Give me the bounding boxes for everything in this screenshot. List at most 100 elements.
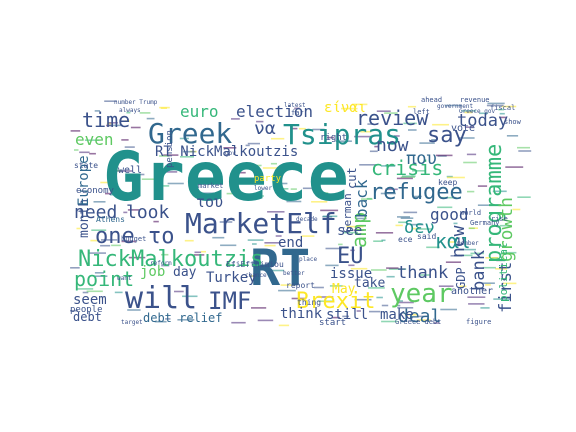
tiny-word-mark (373, 240, 383, 242)
tiny-word-mark (247, 239, 264, 241)
tiny-word-mark (359, 164, 377, 166)
cloud-word: rise (491, 215, 508, 223)
tiny-word-mark (367, 123, 374, 125)
tiny-word-mark (74, 149, 79, 151)
tiny-word-mark (346, 225, 364, 228)
tiny-word-mark (487, 102, 505, 105)
tiny-word-mark (381, 304, 389, 307)
tiny-word-mark (128, 256, 146, 259)
tiny-word-mark (512, 208, 521, 211)
tiny-word-mark (480, 307, 490, 309)
cloud-word: thank (397, 263, 448, 283)
tiny-word-mark (440, 308, 457, 311)
cloud-word: Tsipras (283, 118, 401, 151)
tiny-word-mark (482, 266, 496, 269)
tiny-word-mark (163, 185, 170, 187)
tiny-word-mark (163, 154, 179, 156)
tiny-word-mark (290, 188, 297, 190)
tiny-word-mark (160, 107, 167, 109)
tiny-word-mark (184, 239, 194, 242)
tiny-word-mark (348, 264, 355, 267)
tiny-word-mark (252, 243, 257, 245)
tiny-word-mark (477, 185, 488, 187)
cloud-word: show (504, 118, 522, 126)
tiny-word-mark (247, 142, 260, 145)
tiny-word-mark (317, 300, 334, 302)
tiny-word-mark (262, 167, 280, 169)
tiny-word-mark (123, 150, 133, 153)
tiny-word-mark (432, 123, 449, 126)
tiny-word-mark (133, 173, 145, 176)
cloud-word: new (448, 225, 469, 258)
tiny-word-mark (433, 322, 440, 324)
tiny-word-mark (496, 259, 503, 262)
tiny-word-mark (403, 211, 418, 214)
tiny-word-mark (114, 291, 123, 294)
cloud-word: thing (297, 298, 321, 307)
tiny-word-mark (361, 198, 373, 200)
tiny-word-mark (407, 105, 417, 108)
tiny-word-mark (397, 307, 414, 309)
cloud-word: RT (250, 239, 310, 297)
cloud-word: Greece (103, 138, 349, 217)
cloud-word: Brexit (296, 289, 375, 314)
tiny-word-mark (311, 201, 328, 203)
tiny-word-mark (159, 171, 178, 173)
tiny-word-mark (236, 171, 246, 174)
cloud-word: debt relief (143, 311, 222, 325)
tiny-word-mark (94, 110, 100, 112)
tiny-word-mark (350, 267, 368, 270)
cloud-word: decade (296, 216, 318, 223)
cloud-word: target (121, 319, 143, 326)
tiny-word-mark (463, 161, 477, 164)
tiny-word-mark (177, 319, 195, 321)
tiny-word-mark (327, 136, 334, 139)
tiny-word-mark (86, 290, 103, 293)
tiny-word-mark (356, 310, 361, 312)
tiny-word-mark (110, 193, 116, 196)
tiny-word-mark (445, 261, 461, 263)
cloud-word: seem (73, 292, 107, 308)
cloud-word: state (74, 161, 98, 170)
tiny-word-mark (88, 252, 106, 254)
cloud-word: said (417, 232, 436, 241)
tiny-word-mark (381, 320, 398, 323)
tiny-word-mark (517, 146, 530, 149)
cloud-word: time (82, 108, 130, 132)
tiny-word-mark (100, 181, 111, 184)
tiny-word-mark (376, 296, 383, 299)
tiny-word-mark (419, 274, 430, 276)
tiny-word-mark (355, 217, 367, 220)
cloud-word: take (354, 276, 385, 291)
tiny-word-mark (485, 257, 499, 259)
tiny-word-mark (502, 251, 517, 254)
cloud-word: right (320, 133, 347, 143)
cloud-word: world (460, 209, 481, 217)
tiny-word-mark (270, 162, 277, 165)
tiny-word-mark (369, 150, 378, 153)
cloud-word: far (291, 109, 304, 117)
cloud-word: euro (180, 102, 219, 121)
cloud-word: see (337, 223, 362, 239)
cloud-word: EfiEfthimiou (226, 260, 284, 269)
tiny-word-mark (123, 211, 128, 214)
tiny-word-mark (435, 154, 453, 157)
cloud-word: year (390, 279, 453, 309)
tiny-word-mark (165, 318, 171, 320)
tiny-word-mark (278, 324, 290, 327)
cloud-word: market (198, 182, 223, 190)
cloud-word: amp (347, 212, 371, 248)
tiny-word-mark (70, 130, 81, 132)
tiny-word-mark (316, 296, 334, 298)
tiny-word-mark (453, 222, 458, 225)
tiny-word-mark (416, 319, 431, 321)
tiny-word-mark (398, 221, 407, 224)
tiny-word-mark (408, 129, 417, 131)
cloud-word: election (236, 102, 313, 121)
tiny-word-mark (264, 242, 281, 244)
cloud-word: think (280, 306, 323, 322)
tiny-word-mark (474, 287, 484, 289)
cloud-word: ece (398, 235, 413, 244)
cloud-word: growth (496, 197, 517, 262)
tiny-word-mark (503, 282, 517, 285)
